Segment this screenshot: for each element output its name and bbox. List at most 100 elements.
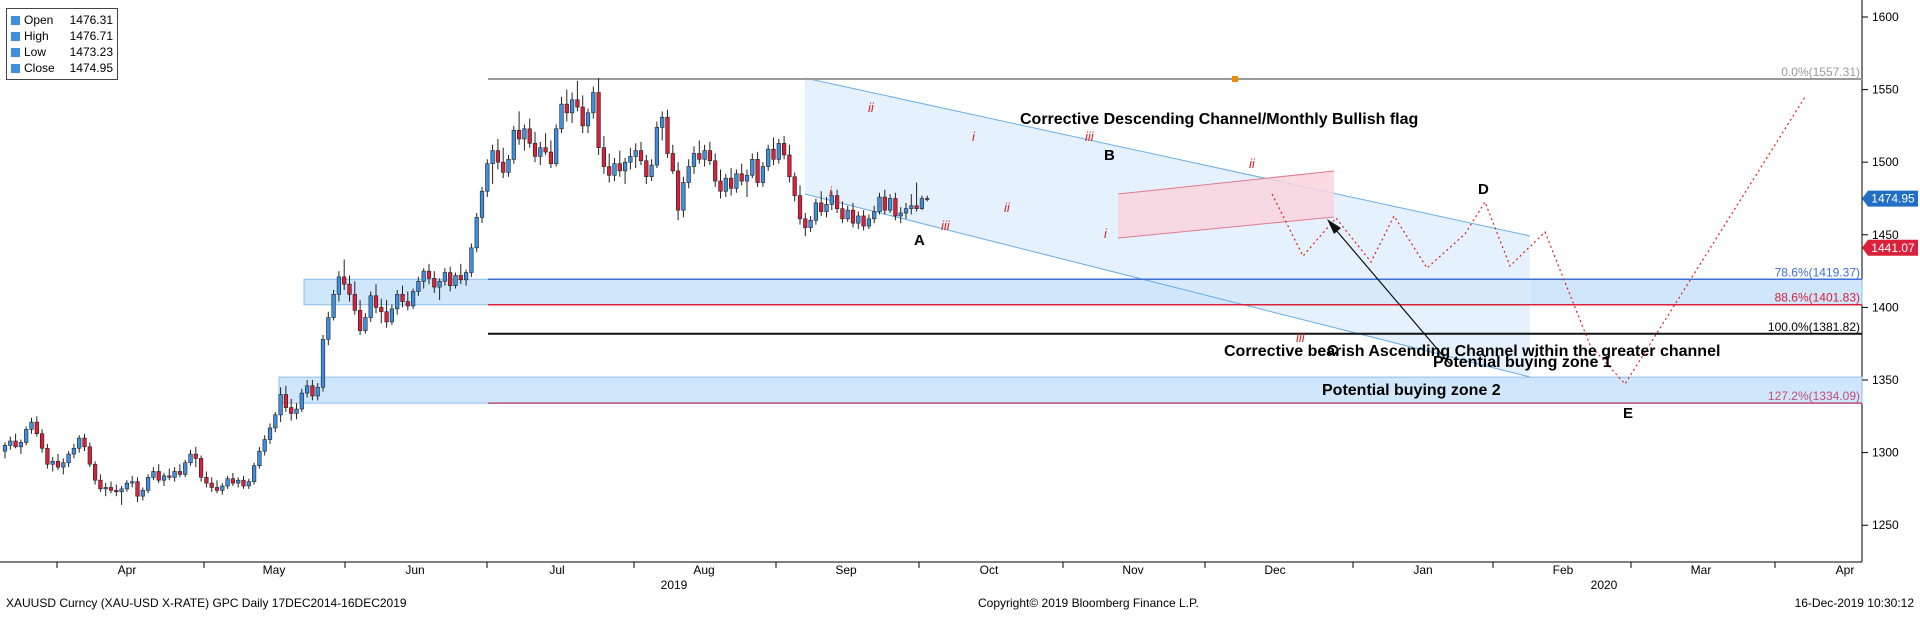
candle xyxy=(580,95,585,134)
candle xyxy=(766,144,771,171)
candle-body-up xyxy=(299,392,304,410)
candle-body-down xyxy=(707,150,712,162)
candle xyxy=(304,380,310,398)
candle xyxy=(130,475,135,488)
candle xyxy=(29,417,34,434)
x-axis-month-label: Feb xyxy=(1553,563,1574,577)
candle xyxy=(840,201,845,224)
candle xyxy=(98,474,103,492)
candle-body-down xyxy=(596,92,601,148)
candle-body-up xyxy=(877,196,882,212)
x-axis-month-label: Nov xyxy=(1122,563,1143,577)
candle xyxy=(357,300,363,335)
candle xyxy=(691,146,697,174)
candle xyxy=(887,194,893,214)
candle xyxy=(559,96,564,134)
candle xyxy=(861,210,866,231)
candle xyxy=(151,467,156,481)
ohlc-swatch xyxy=(11,15,20,25)
candle-body-down xyxy=(797,195,803,220)
candle-body-up xyxy=(506,158,511,173)
wave-label-e: E xyxy=(1623,405,1633,422)
y-axis-tick-label: 1400 xyxy=(1872,300,1899,314)
candle xyxy=(495,138,501,170)
candle xyxy=(146,474,151,494)
candle-body-up xyxy=(813,202,818,221)
y-axis: 1250 1300 1350 1400 1450 1500 1550 1600 1474.95 1… xyxy=(1862,10,1918,532)
candle-body-down xyxy=(93,463,98,481)
candle-body-up xyxy=(2,445,8,452)
candle xyxy=(432,271,437,293)
footer-timestamp: 16-Dec-2019 10:30:12 xyxy=(1794,596,1914,610)
ohlc-value: 1474.95 xyxy=(69,61,113,75)
x-axis-month-label: Jul xyxy=(549,563,564,577)
y-axis-tick-label: 1250 xyxy=(1872,518,1899,532)
candle xyxy=(236,477,241,488)
candle-body-up xyxy=(336,276,342,295)
candle xyxy=(257,446,262,469)
candle-body-up xyxy=(649,164,654,178)
projected-wave-path xyxy=(1271,96,1806,385)
candle-body-up xyxy=(808,219,813,228)
candle xyxy=(638,141,644,166)
candle xyxy=(71,443,76,459)
candle-body-down xyxy=(13,440,18,448)
candle-body-down xyxy=(114,490,119,493)
candle-body-up xyxy=(887,198,893,211)
fib-level-label: 88.6%(1401.83) xyxy=(1775,291,1860,305)
candle-body-down xyxy=(771,148,776,160)
candle-body-down xyxy=(289,407,294,414)
candle-body-up xyxy=(103,487,108,490)
candle xyxy=(241,475,246,489)
candle xyxy=(24,426,29,446)
candle xyxy=(554,124,559,167)
candle-body-down xyxy=(448,272,453,286)
candle-body-down xyxy=(199,458,204,478)
candle-body-down xyxy=(882,196,887,211)
candle xyxy=(421,268,426,289)
candle xyxy=(315,382,320,401)
price-tag: 1474.95 xyxy=(1862,190,1918,207)
candle-body-down xyxy=(850,209,856,224)
candle xyxy=(490,144,495,184)
candle xyxy=(363,313,368,334)
candle-body-down xyxy=(501,161,506,173)
candle xyxy=(326,311,331,346)
candle xyxy=(511,125,516,164)
candle-body-down xyxy=(156,471,161,481)
x-axis-month-label: Apr xyxy=(118,563,137,577)
candle xyxy=(485,159,490,198)
candle-body-down xyxy=(601,147,606,167)
candle-body-up xyxy=(522,128,527,140)
candle-body-down xyxy=(638,150,644,162)
candle-body-down xyxy=(739,173,744,182)
candle xyxy=(596,77,601,155)
candle-body-up xyxy=(71,447,76,455)
candle xyxy=(183,459,188,478)
candle xyxy=(829,191,834,211)
candle-body-up xyxy=(909,205,914,209)
candle-body-down xyxy=(728,177,734,189)
candle xyxy=(628,147,633,170)
candle-body-up xyxy=(824,204,829,212)
candle xyxy=(66,451,71,468)
candle-body-up xyxy=(776,143,781,160)
candle-body-down xyxy=(87,446,92,465)
candle xyxy=(516,111,522,145)
candle-body-up xyxy=(856,215,861,224)
price-tag-label: 1474.95 xyxy=(1871,192,1915,206)
subwave-label: ii xyxy=(868,100,875,115)
candle xyxy=(501,147,506,179)
candle-body-down xyxy=(177,471,183,475)
candle xyxy=(172,467,177,482)
ohlc-swatch xyxy=(11,63,20,73)
candle xyxy=(310,380,315,401)
candle-body-down xyxy=(135,481,140,497)
candle xyxy=(877,192,882,215)
candle-body-down xyxy=(670,153,675,172)
candle-body-down xyxy=(405,301,410,307)
candle-body-up xyxy=(146,476,151,491)
candle xyxy=(119,485,124,505)
candle-body-down xyxy=(82,437,87,448)
candle-body-up xyxy=(734,173,739,189)
